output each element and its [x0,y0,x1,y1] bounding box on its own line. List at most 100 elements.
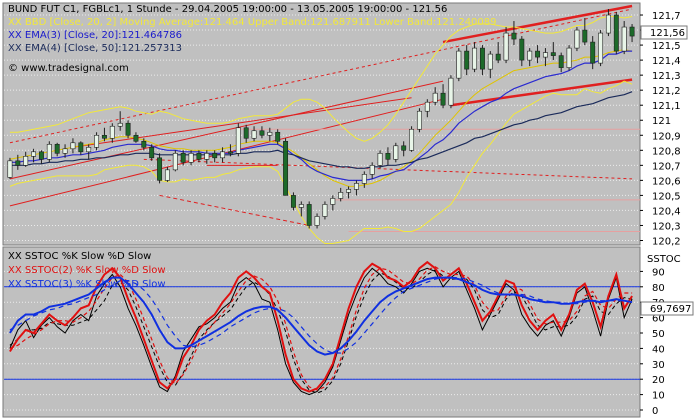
candle[interactable] [542,48,548,67]
stoc-legend-2[interactable]: XX SSTOC(2) %K Slow %D Slow [8,265,166,276]
candle[interactable] [243,124,249,143]
candle[interactable] [15,154,21,170]
candle[interactable] [621,21,627,55]
candle[interactable] [440,84,446,109]
candle-body [38,151,44,160]
candle[interactable] [101,127,107,142]
candle[interactable] [220,147,226,163]
candle[interactable] [605,9,611,37]
candle[interactable] [582,18,588,46]
candle[interactable] [550,42,556,61]
candle[interactable] [574,27,580,52]
candle[interactable] [369,162,375,179]
candle-body [495,53,501,61]
candle[interactable] [472,42,478,73]
candle[interactable] [109,123,115,143]
candle[interactable] [566,45,572,71]
candle[interactable] [125,120,131,139]
candle[interactable] [503,27,509,64]
candle[interactable] [212,150,218,163]
stoc-legend-3[interactable]: XX SSTOC(3) %K Slow %D Slow [8,279,166,290]
candle[interactable] [283,138,289,196]
candle[interactable] [393,142,399,163]
candle-body [487,53,493,70]
candle[interactable] [86,144,92,160]
candle[interactable] [157,153,163,184]
candle[interactable] [259,126,265,139]
candle[interactable] [385,147,391,166]
candle[interactable] [141,138,147,151]
candle[interactable] [519,36,525,67]
candle[interactable] [535,45,541,64]
candle[interactable] [180,150,186,166]
candle[interactable] [495,42,501,64]
candle[interactable] [598,30,604,67]
candle[interactable] [7,157,13,179]
candle[interactable] [164,166,170,182]
candle[interactable] [590,36,596,70]
candle[interactable] [54,142,60,157]
candle-body [149,146,155,159]
candle-body [353,183,359,190]
candle[interactable] [290,192,296,211]
candle[interactable] [117,111,123,131]
candle[interactable] [251,126,257,142]
candle[interactable] [62,144,68,158]
candle[interactable] [353,180,359,196]
candle[interactable] [204,150,210,164]
candle[interactable] [448,75,454,109]
candle[interactable] [298,201,304,217]
candle[interactable] [172,150,178,172]
candle[interactable] [361,171,367,188]
candle[interactable] [314,213,320,229]
candle[interactable] [149,144,155,161]
candle[interactable] [267,127,273,142]
candle[interactable] [558,52,564,73]
price-panel[interactable] [2,2,641,246]
candle[interactable] [487,51,493,79]
candle[interactable] [330,195,336,211]
ema50-legend[interactable]: XX EMA(4) [Close, 50]:121.257313 [8,43,182,54]
candle[interactable] [424,99,430,118]
candle[interactable] [94,132,100,151]
candle[interactable] [377,150,383,169]
stoc-legend-1[interactable]: XX SSTOC %K Slow %D Slow [8,251,151,262]
candle-body [275,131,281,142]
candle[interactable] [275,129,281,145]
candle[interactable] [227,144,233,157]
candle[interactable] [31,148,37,163]
candle[interactable] [70,138,76,154]
candle[interactable] [629,24,635,43]
candle[interactable] [432,87,438,106]
candlesticks[interactable] [7,9,635,229]
candle[interactable] [416,108,422,133]
candle[interactable] [38,150,44,164]
candle[interactable] [133,132,139,143]
candle[interactable] [338,187,344,202]
candle[interactable] [322,201,328,220]
candle[interactable] [479,45,485,76]
candle[interactable] [346,186,352,199]
candle[interactable] [188,150,194,166]
candle[interactable] [23,151,29,167]
candle[interactable] [235,123,241,157]
stoc-tick-label: 90 [652,267,665,278]
candle[interactable] [196,150,202,163]
candle[interactable] [78,141,84,155]
candle[interactable] [409,126,415,152]
candle-body [535,50,541,58]
candle[interactable] [464,45,470,76]
price-tick-label: 120,7 [652,161,681,172]
bbd-legend[interactable]: XX BBD [Close, 20, 2] Moving Average:121… [8,17,497,28]
candle-body [322,204,328,217]
candle-body [94,134,100,148]
candle[interactable] [613,12,619,55]
candle[interactable] [306,201,312,229]
candle[interactable] [46,141,52,163]
candle[interactable] [456,48,462,82]
candle[interactable] [401,141,407,157]
ema20-legend[interactable]: XX EMA(3) [Close, 20]:121.464786 [8,30,182,41]
candle[interactable] [511,21,517,46]
candle[interactable] [527,48,533,67]
candle-body [117,122,123,127]
